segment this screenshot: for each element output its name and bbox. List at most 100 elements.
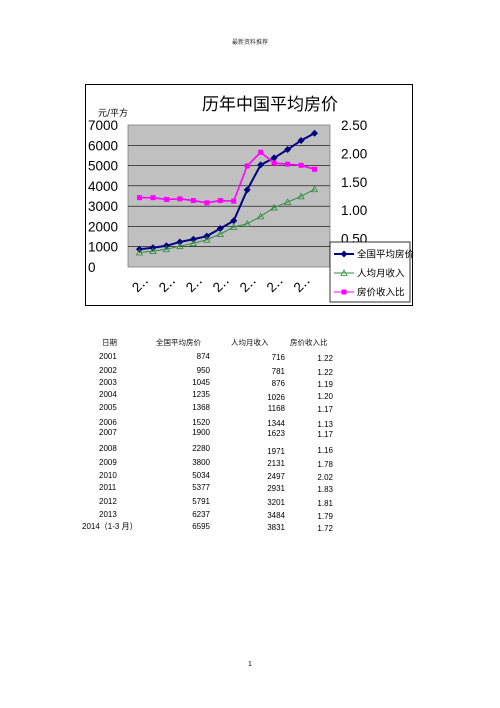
data-point bbox=[217, 198, 223, 204]
table-cell-ratio: 1.17 bbox=[317, 430, 333, 439]
table-cell-date: 2011 bbox=[99, 483, 117, 492]
data-point bbox=[162, 245, 171, 253]
data-point bbox=[312, 166, 318, 172]
table-cell-date: 2014（1-3 月） bbox=[82, 522, 138, 531]
table-cell-price: 1235 bbox=[192, 390, 210, 399]
data-point bbox=[230, 217, 238, 225]
table-cell-date: 2006 bbox=[99, 418, 117, 427]
data-point bbox=[163, 196, 169, 202]
table-cell-income: 1026 bbox=[267, 393, 285, 402]
y-left-tick-label: 3000 bbox=[88, 199, 118, 214]
data-point bbox=[283, 198, 292, 205]
data-point bbox=[135, 248, 144, 256]
y-left-tick-label: 1000 bbox=[88, 240, 118, 255]
data-point bbox=[243, 219, 251, 227]
table-cell-income: 1623 bbox=[267, 429, 285, 438]
table-header-cell: 房价收入比 bbox=[290, 338, 328, 347]
table-cell-ratio: 1.81 bbox=[317, 499, 333, 508]
data-point bbox=[297, 136, 305, 144]
data-point bbox=[216, 224, 224, 232]
legend-label: 人均月收入 bbox=[357, 268, 405, 280]
legend-marker bbox=[341, 289, 347, 295]
data-point bbox=[297, 192, 305, 200]
legend-marker bbox=[340, 250, 348, 258]
table-cell-ratio: 1.19 bbox=[317, 380, 333, 389]
table-cell-price: 5791 bbox=[192, 497, 210, 506]
table-cell-ratio: 1.83 bbox=[317, 485, 333, 494]
y-right-tick-label: 1.50 bbox=[341, 175, 367, 190]
data-point bbox=[216, 230, 224, 237]
data-point bbox=[230, 223, 238, 230]
table-cell-income: 876 bbox=[271, 379, 285, 388]
data-point bbox=[271, 160, 277, 166]
table-cell-income: 1344 bbox=[267, 419, 285, 428]
table-header-cell: 日期 bbox=[102, 338, 117, 347]
table-cell-date: 2010 bbox=[99, 471, 117, 480]
table-cell-income: 1168 bbox=[267, 404, 285, 413]
table-cell-date: 2005 bbox=[99, 403, 117, 412]
data-point bbox=[257, 161, 265, 169]
data-point bbox=[203, 235, 211, 243]
y-right-tick-label: 2.00 bbox=[341, 146, 367, 161]
data-point bbox=[258, 149, 264, 155]
table-cell-price: 3800 bbox=[192, 458, 210, 467]
table-cell-income: 3484 bbox=[267, 511, 285, 520]
table-cell-income: 2497 bbox=[267, 472, 285, 481]
table-cell-price: 1045 bbox=[192, 378, 210, 387]
table-cell-income: 2131 bbox=[267, 459, 285, 468]
data-point bbox=[150, 195, 156, 201]
data-point bbox=[190, 198, 196, 204]
data-point bbox=[136, 195, 142, 201]
y-left-tick-label: 2000 bbox=[88, 219, 118, 234]
table-cell-date: 2003 bbox=[99, 378, 117, 387]
y-left-tick-label: 7000 bbox=[88, 118, 118, 133]
table-cell-ratio: 1.17 bbox=[317, 405, 333, 414]
data-point bbox=[189, 239, 198, 247]
table-cell-price: 6595 bbox=[192, 522, 210, 531]
table-cell-income: 716 bbox=[271, 353, 285, 362]
table-cell-price: 1368 bbox=[192, 403, 210, 412]
data-point bbox=[149, 247, 157, 255]
table-header-cell: 人均月收入 bbox=[231, 338, 269, 347]
table-cell-income: 3831 bbox=[267, 523, 285, 532]
table-cell-ratio: 1.78 bbox=[317, 460, 333, 469]
table-cell-ratio: 1.20 bbox=[317, 392, 333, 401]
data-point bbox=[298, 162, 304, 168]
data-point bbox=[284, 146, 292, 154]
table-cell-price: 874 bbox=[196, 352, 210, 361]
table-cell-income: 781 bbox=[271, 367, 285, 376]
table-cell-income: 1971 bbox=[267, 447, 285, 456]
table-cell-date: 2009 bbox=[99, 458, 117, 467]
table-cell-date: 2002 bbox=[99, 366, 117, 375]
y-right-tick-label: 1.00 bbox=[341, 203, 367, 218]
legend-marker bbox=[340, 269, 348, 276]
data-point bbox=[243, 186, 251, 194]
table-cell-ratio: 1.16 bbox=[317, 446, 333, 455]
data-point bbox=[176, 242, 184, 250]
y-left-tick-label: 4000 bbox=[88, 179, 118, 194]
table-cell-price: 2280 bbox=[192, 444, 210, 453]
plot-area bbox=[127, 124, 331, 268]
y-left-tick-label: 0 bbox=[88, 260, 96, 275]
y-axis-left-label: 元/平方 bbox=[98, 107, 128, 119]
table-cell-price: 6237 bbox=[192, 510, 210, 519]
table-cell-ratio: 2.02 bbox=[317, 473, 333, 482]
data-point bbox=[270, 203, 278, 211]
data-point bbox=[231, 198, 237, 204]
table-cell-income: 3201 bbox=[267, 498, 285, 507]
data-point bbox=[270, 154, 278, 162]
data-point bbox=[310, 185, 319, 193]
table-cell-price: 5377 bbox=[192, 483, 210, 492]
table-cell-price: 5034 bbox=[192, 471, 210, 480]
table-cell-date: 2004 bbox=[99, 390, 117, 399]
data-point bbox=[285, 161, 291, 167]
data-point bbox=[244, 163, 250, 169]
table-cell-ratio: 1.22 bbox=[317, 368, 333, 377]
data-point bbox=[189, 235, 197, 243]
page-number: 1 bbox=[248, 661, 252, 668]
table-cell-date: 2008 bbox=[99, 444, 117, 453]
legend-label: 房价收入比 bbox=[357, 287, 405, 299]
data-point bbox=[204, 200, 210, 206]
table-cell-date: 2001 bbox=[99, 352, 117, 361]
